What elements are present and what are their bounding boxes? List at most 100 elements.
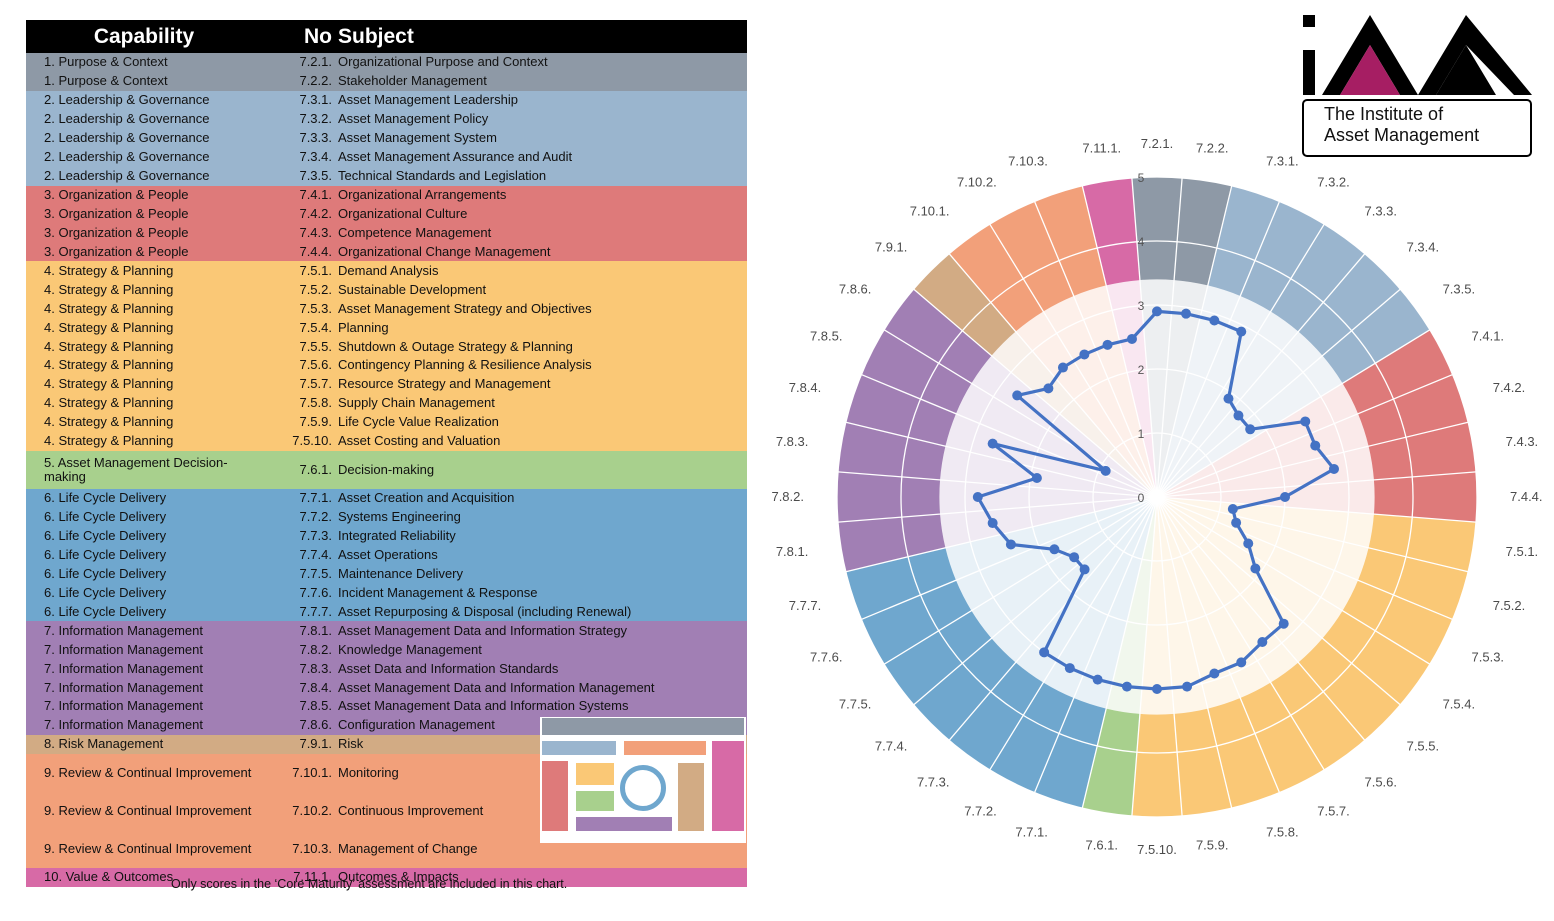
row-capability: 9. Review & Continual Improvement	[44, 840, 252, 856]
row-number: 7.5.6.	[299, 357, 332, 373]
grid-spoke-7.5.10.	[1156, 496, 1183, 817]
axis-label-7.8.5.: 7.8.5.	[810, 329, 843, 344]
row-capability: 7. Information Management	[44, 698, 203, 714]
row-subject: Systems Engineering	[338, 509, 461, 525]
row-subject: Asset Management Policy	[338, 111, 489, 127]
axis-label-7.5.9.: 7.5.9.	[1196, 838, 1229, 853]
row-subject: Maintenance Delivery	[338, 565, 464, 581]
tick-label-0: 0	[1138, 491, 1145, 505]
axis-label-7.11.1.: 7.11.1.	[1082, 140, 1121, 155]
wedge-band-7.10.1.	[949, 224, 1044, 332]
wedge-inner-7.4.2.	[1157, 413, 1369, 497]
row-number: 7.3.2.	[299, 111, 332, 127]
axis-label-7.5.6.: 7.5.6.	[1364, 775, 1397, 790]
wedge-inner-7.8.2.	[939, 479, 1157, 515]
row-subject: Contingency Planning & Resilience Analys…	[338, 357, 592, 373]
row-subject: Asset Costing and Valuation	[338, 433, 501, 449]
wedge-inner-7.7.2.	[1043, 497, 1157, 699]
table-row: 4. Strategy & Planning 7.5.7. Resource Str…	[26, 374, 747, 394]
wedge-inner-7.3.1.	[1157, 285, 1241, 497]
grid-spoke-7.8.3.	[837, 471, 1158, 498]
row-capability: 2. Leadership & Governance	[44, 92, 210, 108]
axis-label-7.9.1.: 7.9.1.	[875, 239, 908, 254]
table-row: 3. Organization & People 7.4.2. Organizati…	[26, 204, 747, 224]
row-number: 7.7.4.	[299, 546, 332, 562]
data-point-7.7.2.	[1064, 663, 1075, 674]
data-point-7.3.2.	[1236, 326, 1247, 337]
row-number: 7.6.1.	[299, 461, 332, 477]
iam-logo: The Institute of Asset Management	[1300, 12, 1535, 160]
grid-spoke-7.9.1.	[913, 288, 1158, 498]
grid-spoke-7.5.8.	[1156, 496, 1281, 793]
row-subject: Knowledge Management	[338, 641, 482, 657]
row-number: 7.7.1.	[299, 490, 332, 506]
mini-review-block	[624, 741, 706, 755]
row-subject: Incident Management & Response	[338, 584, 538, 600]
row-capability: 9. Review & Continual Improvement	[44, 764, 252, 780]
table-row: 4. Strategy & Planning 7.5.8. Supply Chain…	[26, 393, 747, 413]
row-subject: Asset Data and Information Standards	[338, 660, 559, 676]
table-row: 6. Life Cycle Delivery 7.7.2. Systems Engi…	[26, 507, 747, 527]
data-point-7.5.10.	[1152, 684, 1162, 694]
data-point-7.4.4.	[1280, 492, 1290, 502]
wedge-band-7.10.2.	[989, 201, 1074, 312]
mini-decision-block	[576, 791, 614, 811]
axis-label-7.10.1.: 7.10.1.	[910, 203, 950, 218]
row-capability: 4. Strategy & Planning	[44, 319, 174, 335]
row-capability: 7. Information Management	[44, 679, 203, 695]
row-capability: 4. Strategy & Planning	[44, 281, 174, 297]
wedge-inner-7.3.2.	[1157, 295, 1271, 497]
row-subject: Asset Creation and Acquisition	[338, 490, 515, 506]
wedge-band-7.8.6.	[884, 289, 992, 384]
table-row: 4. Strategy & Planning 7.5.9. Life Cycle V…	[26, 412, 747, 432]
row-number: 7.8.1.	[299, 622, 332, 638]
wedge-band-7.7.4.	[913, 638, 1016, 741]
row-number: 7.11.1.	[293, 869, 332, 885]
grid-spoke-7.6.1.	[1131, 496, 1158, 817]
wedge-inner-7.8.4.	[945, 413, 1157, 497]
grid-spoke-7.5.4.	[1156, 496, 1431, 665]
table-row: 7. Information Management 7.8.4. Asset Man…	[26, 678, 747, 697]
tick-label-4: 4	[1138, 235, 1145, 249]
row-capability: 2. Leadership & Governance	[44, 168, 210, 184]
data-point-7.7.6.	[1049, 544, 1060, 555]
table-row: 7. Information Management 7.8.2. Knowledge…	[26, 640, 747, 660]
row-subject: Demand Analysis	[338, 262, 439, 278]
grid-spoke-7.4.2.	[1156, 373, 1453, 498]
data-point-7.10.3.	[1102, 339, 1113, 350]
axis-label-7.4.2.: 7.4.2.	[1493, 380, 1526, 395]
axis-label-7.7.3.: 7.7.3.	[917, 775, 950, 790]
row-subject: Competence Management	[338, 224, 492, 240]
row-capability: 6. Life Cycle Delivery	[44, 490, 167, 506]
wedge-inner-7.9.1.	[991, 331, 1157, 497]
table-body: 1. Purpose & Context 7.2.1. Organizational…	[26, 53, 747, 887]
grid-spoke-7.10.1.	[948, 253, 1158, 498]
row-capability: 5. Asset Management Decision-making	[44, 454, 228, 484]
data-point-7.5.6.	[1257, 636, 1268, 647]
header-capability: Capability	[26, 20, 262, 53]
grid-spoke-7.4.4.	[1156, 471, 1477, 498]
row-subject: Organizational Purpose and Context	[338, 54, 548, 70]
row-capability: 6. Life Cycle Delivery	[44, 528, 167, 544]
data-point-7.5.4.	[1250, 563, 1261, 574]
row-subject: Asset Management System	[338, 130, 497, 146]
row-capability: 4. Strategy & Planning	[44, 376, 174, 392]
row-capability: 3. Organization & People	[44, 205, 189, 221]
table-row: 3. Organization & People 7.4.3. Competence…	[26, 223, 747, 243]
row-subject: Organizational Culture	[338, 205, 468, 221]
grid-ring-1	[1092, 432, 1222, 562]
wedge-inner-7.5.7.	[1157, 497, 1271, 699]
row-capability: 9. Review & Continual Improvement	[44, 802, 252, 818]
row-subject: Asset Management Strategy and Objectives	[338, 300, 592, 316]
tick-label-5: 5	[1138, 171, 1145, 185]
table-row: 7. Information Management 7.8.5. Asset Man…	[26, 697, 747, 716]
wedge-inner-7.7.1.	[1073, 497, 1157, 709]
data-point-7.5.9.	[1182, 681, 1193, 692]
row-number: 7.7.3.	[299, 528, 332, 544]
wedge-inner-7.7.7.	[945, 497, 1157, 581]
axis-label-7.8.4.: 7.8.4.	[789, 380, 822, 395]
row-number: 7.3.3.	[299, 130, 332, 146]
row-number: 7.5.8.	[299, 395, 332, 411]
row-subject: Organizational Arrangements	[338, 187, 507, 203]
grid-spoke-7.2.2.	[1156, 177, 1183, 498]
